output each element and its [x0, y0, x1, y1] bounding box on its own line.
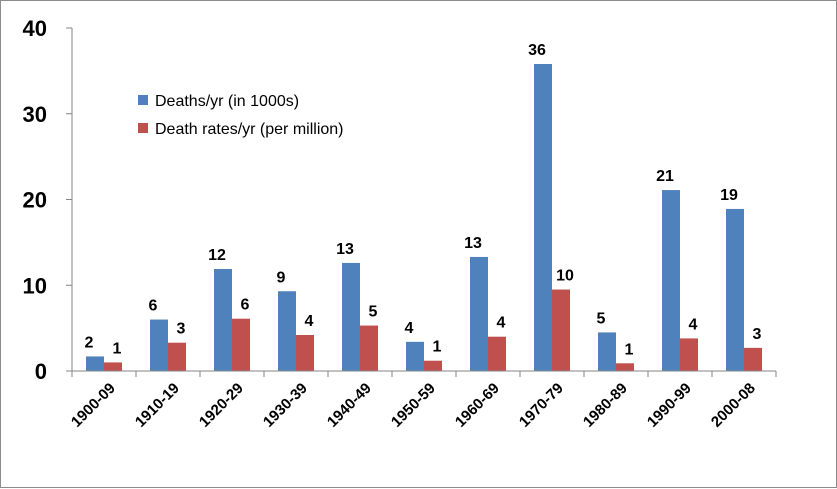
x-tick-label: 1990-99: [644, 380, 695, 431]
bar-death-rate-2000-08: [744, 347, 762, 371]
bar-death-rate-1990-99: [680, 338, 698, 371]
legend-swatch: [138, 95, 148, 105]
x-tick-label: 1900-09: [68, 380, 119, 431]
bar-deaths-1980-89: [598, 332, 616, 371]
data-label-death-rate-1950-59: 1: [433, 339, 442, 356]
bar-deaths-2000-08: [726, 208, 744, 371]
y-axis-ticks: 0 10 20 30 40: [23, 16, 72, 384]
bar-deaths-1970-79: [534, 64, 552, 371]
data-label-death-rate-1960-69: 4: [497, 315, 506, 332]
legend-label: Death rates/yr (per million): [155, 121, 344, 138]
bar-death-rate-1940-49: [360, 325, 378, 371]
bar-death-rate-1920-29: [232, 318, 250, 371]
bar-death-rate-1970-79: [552, 289, 570, 371]
legend-swatch: [138, 123, 148, 133]
x-tick-label: 1910-19: [132, 380, 183, 431]
x-tick-label: 1930-39: [260, 380, 311, 431]
data-label-deaths-1900-09: 2: [85, 334, 94, 351]
x-axis-ticks: 1900-09 1910-19 1920-29 1930-39 1940-49 1950-…: [68, 371, 777, 431]
axes: [71, 28, 776, 372]
x-tick-label: 2000-08: [708, 380, 759, 431]
y-tick-label: 20: [23, 188, 47, 213]
bar-deaths-1950-59: [406, 341, 424, 371]
data-label-death-rate-1990-99: 4: [689, 316, 698, 333]
legend-label: Deaths/yr (in 1000s): [155, 93, 299, 110]
data-label-deaths-1970-79: 36: [528, 42, 546, 59]
legend: Deaths/yr (in 1000s) Death rates/yr (per …: [138, 93, 344, 138]
data-label-deaths-1910-19: 6: [149, 298, 158, 315]
x-tick-label: 1940-49: [324, 380, 375, 431]
bar-deaths-1990-99: [662, 190, 680, 371]
bar-death-rate-1980-89: [616, 363, 634, 371]
data-label-death-rate-2000-08: 3: [753, 326, 762, 343]
bar-death-rate-1930-39: [296, 334, 314, 371]
data-label-death-rate-1930-39: 4: [305, 313, 314, 330]
x-tick-label: 1920-29: [196, 380, 247, 431]
data-label-deaths-1980-89: 5: [597, 310, 606, 327]
bar-death-rate-1900-09: [104, 362, 122, 371]
bar-death-rate-1960-69: [488, 336, 506, 371]
bar-deaths-1900-09: [86, 356, 104, 371]
data-label-death-rate-1920-29: 6: [241, 297, 250, 314]
bar-deaths-1920-29: [214, 268, 232, 371]
bar-death-rate-1950-59: [424, 360, 442, 371]
data-label-death-rate-1970-79: 10: [556, 268, 574, 285]
data-label-deaths-1950-59: 4: [405, 320, 414, 337]
y-tick-label: 0: [35, 359, 47, 384]
bar-death-rate-1910-19: [168, 342, 186, 371]
data-label-death-rate-1900-09: 1: [113, 340, 122, 357]
data-label-deaths-1920-29: 12: [208, 247, 226, 264]
x-tick-label: 1950-59: [388, 380, 439, 431]
y-tick-label: 30: [23, 102, 47, 127]
bars: [86, 64, 762, 371]
data-label-deaths-1930-39: 9: [277, 269, 286, 286]
bar-deaths-1960-69: [470, 256, 488, 371]
x-tick-label: 1960-69: [452, 380, 503, 431]
data-label-deaths-1990-99: 21: [656, 168, 674, 185]
bar-deaths-1910-19: [150, 319, 168, 371]
x-tick-label: 1970-79: [516, 380, 567, 431]
y-tick-label: 10: [23, 273, 47, 298]
data-label-deaths-2000-08: 19: [720, 187, 738, 204]
data-label-deaths-1960-69: 13: [464, 235, 482, 252]
data-label-deaths-1940-49: 13: [336, 241, 354, 258]
data-label-death-rate-1980-89: 1: [625, 341, 634, 358]
bar-deaths-1930-39: [278, 291, 296, 371]
bar-deaths-1940-49: [342, 262, 360, 371]
data-label-death-rate-1910-19: 3: [177, 321, 186, 338]
y-tick-label: 40: [23, 16, 47, 41]
x-tick-label: 1980-89: [580, 380, 631, 431]
data-label-death-rate-1940-49: 5: [369, 304, 378, 321]
